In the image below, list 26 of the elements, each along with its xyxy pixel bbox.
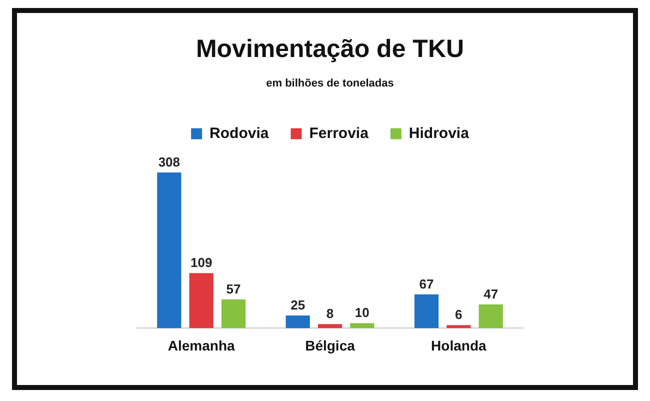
bar	[221, 299, 246, 328]
data-label: 8	[326, 306, 334, 322]
legend-label: Ferrovia	[309, 124, 370, 142]
data-label: 308	[158, 154, 180, 170]
chart-title: Movimentação de TKU	[196, 34, 464, 63]
data-label: 57	[226, 281, 241, 296]
bar	[157, 172, 182, 328]
legend-label: Hidrovia	[408, 124, 470, 142]
bar	[478, 304, 503, 328]
x-tick-label: Alemanha	[168, 337, 235, 354]
data-label: 25	[290, 298, 306, 313]
bar	[350, 323, 374, 328]
chart-subtitle: em bilhões de toneladas	[266, 78, 394, 90]
legend-label: Rodovia	[210, 124, 270, 142]
bar	[286, 316, 310, 328]
data-label: 6	[455, 307, 462, 322]
bar	[189, 273, 214, 328]
data-label: 10	[354, 305, 370, 320]
data-label: 47	[484, 286, 498, 302]
bar	[446, 325, 471, 328]
data-label: 109	[190, 255, 212, 270]
x-tick-label: Bélgica	[305, 337, 356, 354]
bar	[318, 324, 342, 328]
x-tick-label: Holanda	[431, 337, 486, 354]
bar	[414, 294, 439, 328]
data-label: 67	[419, 276, 434, 292]
